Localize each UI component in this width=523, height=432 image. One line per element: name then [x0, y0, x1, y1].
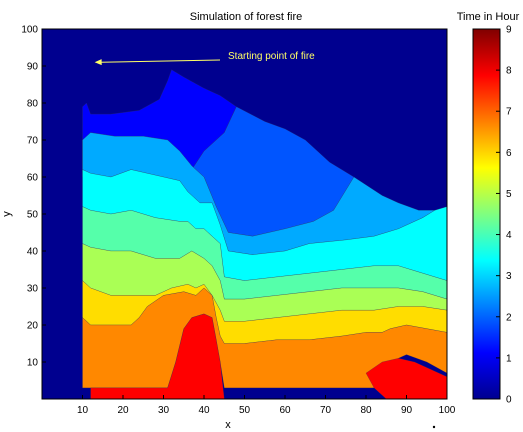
annotation-arrowhead	[94, 59, 102, 66]
colorbar-tick-label-2: 2	[506, 312, 512, 323]
x-axis: 10 20 30 40 50 60 70 80 90 100	[77, 395, 456, 416]
x-tick-label-10: 10	[77, 405, 89, 416]
stray-dot	[432, 425, 436, 429]
contour-layer	[82, 69, 448, 400]
annotation: Starting point of fire	[94, 51, 315, 66]
colorbar: Time in Hour 0 1 2 3 4 5 6 7 8 9	[457, 11, 520, 406]
annotation-text: Starting point of fire	[228, 51, 315, 62]
colorbar-tick-label-1: 1	[506, 353, 512, 364]
colorbar-tick-label-9: 9	[506, 25, 512, 36]
colorbar-gradient	[472, 28, 501, 400]
chart-title: Simulation of forest fire	[190, 11, 303, 23]
y-tick-label-40: 40	[27, 247, 39, 258]
colorbar-tick-label-3: 3	[506, 271, 512, 282]
colorbar-ticks: 0 1 2 3 4 5 6 7 8 9	[496, 25, 512, 406]
contour-region-level-9-8	[90, 313, 225, 400]
y-tick-label-20: 20	[27, 321, 39, 332]
colorbar-tick-label-4: 4	[506, 230, 512, 241]
y-axis: 10 20 30 40 50 60 70 80 90 100	[21, 25, 46, 369]
y-tick-label-80: 80	[27, 99, 39, 110]
x-tick-label-80: 80	[360, 405, 372, 416]
x-tick-label-50: 50	[239, 405, 251, 416]
x-axis-label: x	[225, 419, 231, 431]
x-tick-label-40: 40	[198, 405, 210, 416]
colorbar-tick-label-0: 0	[506, 395, 512, 406]
x-tick-label-60: 60	[279, 405, 291, 416]
contour-region-level-9-9	[365, 358, 448, 400]
y-tick-label-10: 10	[27, 358, 39, 369]
colorbar-title: Time in Hour	[457, 11, 520, 23]
colorbar-tick-label-5: 5	[506, 189, 512, 200]
x-tick-label-90: 90	[401, 405, 413, 416]
y-tick-label-100: 100	[21, 25, 38, 36]
y-tick-label-90: 90	[27, 62, 39, 73]
x-tick-label-20: 20	[117, 405, 129, 416]
y-tick-label-30: 30	[27, 284, 39, 295]
plot-area	[41, 28, 448, 400]
colorbar-tick-label-6: 6	[506, 148, 512, 159]
y-tick-label-50: 50	[27, 210, 39, 221]
x-tick-label-70: 70	[320, 405, 332, 416]
colorbar-tick-label-8: 8	[506, 66, 512, 77]
y-tick-label-60: 60	[27, 173, 39, 184]
x-tick-label-30: 30	[158, 405, 170, 416]
y-tick-label-70: 70	[27, 136, 39, 147]
colorbar-tick-label-7: 7	[506, 107, 512, 118]
y-axis-label: y	[1, 211, 13, 217]
annotation-arrow	[100, 59, 221, 63]
x-tick-label-100: 100	[439, 405, 456, 416]
